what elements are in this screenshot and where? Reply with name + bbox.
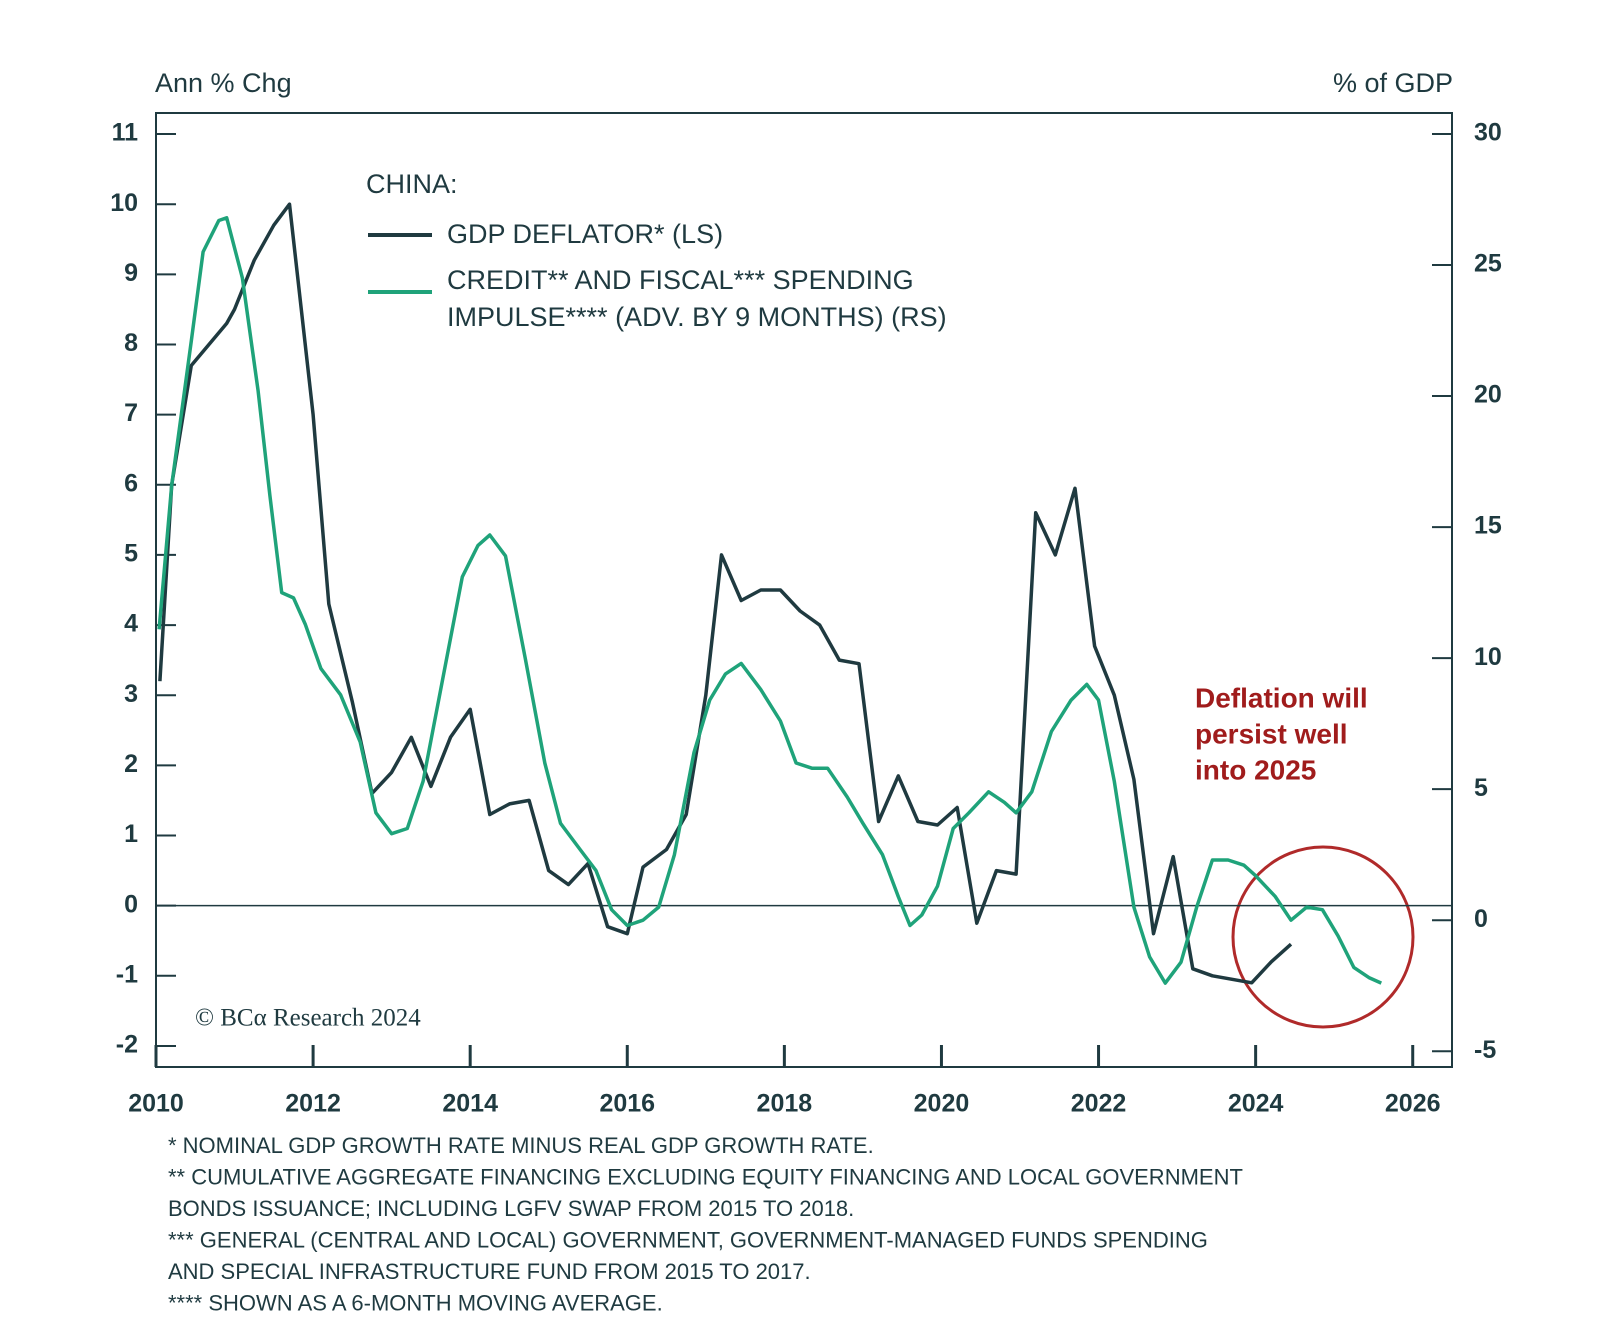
legend-label: CREDIT** AND FISCAL*** SPENDING IMPULSE*… <box>447 265 947 332</box>
footnote: **** SHOWN AS A 6-MONTH MOVING AVERAGE. <box>168 1290 663 1315</box>
footnote: AND SPECIAL INFRASTRUCTURE FUND FROM 201… <box>168 1259 811 1284</box>
legend-label: GDP DEFLATOR* (LS) <box>447 219 724 249</box>
highlight-circle <box>1231 845 1415 1029</box>
x-tick-label: 2014 <box>442 1090 498 1118</box>
annotation: persist well <box>1195 718 1348 749</box>
annotation: into 2025 <box>1195 754 1316 785</box>
y2-tick-label: 0 <box>1474 905 1488 933</box>
series-line <box>157 216 1383 985</box>
series-line <box>158 202 1293 985</box>
footnote: * NOMINAL GDP GROWTH RATE MINUS REAL GDP… <box>168 1133 874 1158</box>
y-tick-label: 4 <box>124 610 138 638</box>
x-tick-label: 2024 <box>1228 1090 1284 1118</box>
legend-title: CHINA: <box>366 169 458 199</box>
x-tick-label: 2020 <box>914 1090 970 1118</box>
annotation: Deflation will <box>1195 682 1368 713</box>
y-tick-label: 11 <box>112 119 139 147</box>
source: © BCα Research 2024 <box>195 1005 421 1032</box>
y2-tick-label: 30 <box>1474 119 1502 147</box>
x-tick-label: 2018 <box>757 1090 813 1118</box>
x-tick-label: 2012 <box>285 1090 341 1118</box>
x-tick-label: 2022 <box>1071 1090 1127 1118</box>
x-tick-label: 2026 <box>1385 1090 1441 1118</box>
footnote: *** GENERAL (CENTRAL AND LOCAL) GOVERNME… <box>168 1227 1208 1252</box>
y2-tick-label: 5 <box>1474 774 1488 802</box>
y2-tick-label: 15 <box>1474 512 1502 540</box>
y2-tick-label: 20 <box>1474 381 1502 409</box>
x-tick-label: 2010 <box>128 1090 184 1118</box>
y-tick-label: 3 <box>124 680 138 708</box>
plot-frame <box>155 112 1453 1068</box>
y-tick-label: 9 <box>124 259 138 287</box>
footnote: ** CUMULATIVE AGGREGATE FINANCING EXCLUD… <box>168 1164 1243 1189</box>
y-tick-label: 0 <box>124 890 138 918</box>
y-tick-label: -1 <box>116 960 138 988</box>
y2-tick-label: 10 <box>1474 643 1502 671</box>
y2-axis-label: % of GDP <box>1333 68 1453 98</box>
y2-tick-label: -5 <box>1474 1036 1496 1064</box>
y-tick-label: 6 <box>124 469 138 497</box>
y-tick-label: 10 <box>110 189 138 217</box>
y-tick-label: 2 <box>124 750 138 778</box>
y-tick-label: -2 <box>116 1031 138 1059</box>
y2-tick-label: 25 <box>1474 250 1502 278</box>
x-tick-label: 2016 <box>599 1090 655 1118</box>
y-tick-label: 7 <box>124 399 138 427</box>
y-axis-label: Ann % Chg <box>155 68 292 98</box>
footnote: BONDS ISSUANCE; INCLUDING LGFV SWAP FROM… <box>168 1196 854 1221</box>
y-tick-label: 1 <box>124 820 138 848</box>
y-tick-label: 8 <box>124 329 138 357</box>
y-tick-label: 5 <box>124 540 138 568</box>
